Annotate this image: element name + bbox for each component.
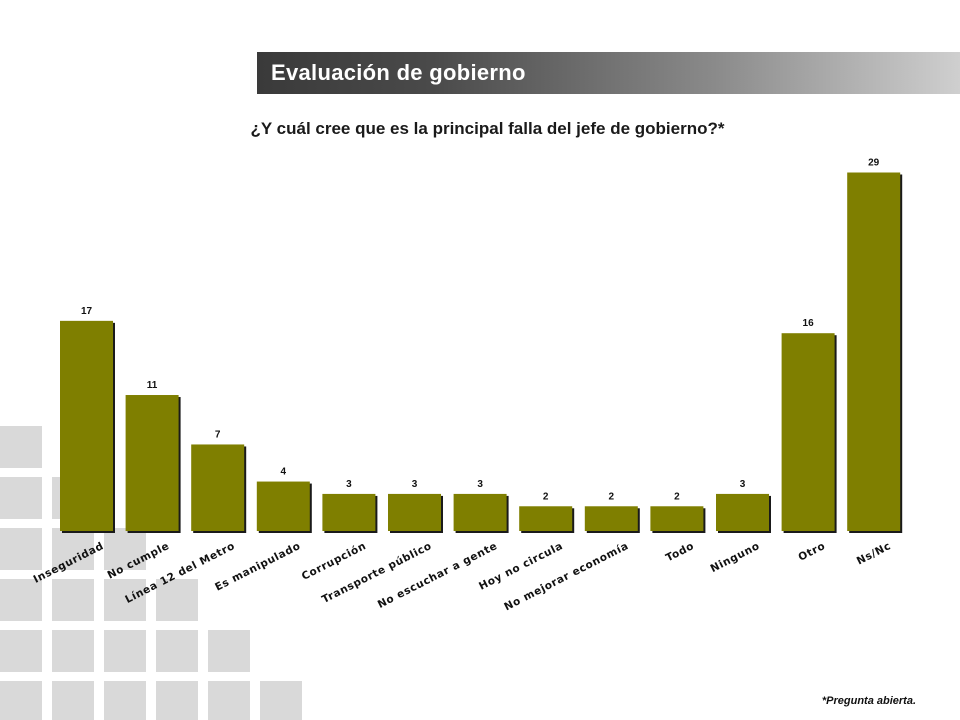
decorative-square [0, 681, 42, 720]
decorative-square [52, 630, 94, 672]
bar [716, 493, 769, 531]
data-label: 17 [81, 306, 93, 317]
bar [125, 395, 179, 531]
data-label: 2 [609, 491, 615, 502]
data-label: 16 [803, 318, 815, 329]
page-title: Evaluación de gobierno [271, 60, 526, 85]
category-label: Línea 12 del Metro [123, 540, 237, 606]
bar [322, 493, 376, 531]
header-band: Evaluación de gobierno [257, 52, 960, 94]
bar [256, 481, 310, 531]
decorative-square [52, 681, 94, 720]
category-label: Ninguno [709, 540, 762, 575]
data-label: 4 [281, 467, 287, 478]
bar [847, 172, 901, 531]
decorative-square [0, 426, 42, 468]
footnote: *Pregunta abierta. [821, 695, 916, 707]
category-label: No escuchar a gente [376, 540, 500, 611]
data-label: 2 [543, 491, 549, 502]
category-label: Transporte público [320, 540, 434, 606]
bar [388, 493, 441, 531]
decorative-square [0, 579, 42, 621]
data-label: 3 [412, 479, 418, 490]
decorative-square [156, 630, 198, 672]
decorative-square [156, 681, 198, 720]
data-label: 11 [147, 380, 158, 391]
data-label: 2 [674, 491, 680, 502]
decorative-square [260, 681, 302, 720]
data-label: 3 [477, 479, 483, 490]
data-label: 29 [868, 158, 880, 169]
decorative-square [0, 528, 42, 570]
bar [191, 444, 245, 531]
bar [60, 320, 113, 531]
bar [453, 493, 507, 531]
data-label: 3 [346, 479, 352, 490]
category-label: Ns/Nc [855, 540, 893, 567]
decorative-square [0, 477, 42, 519]
decorative-square [104, 528, 146, 570]
chart-question: ¿Y cuál cree que es la principal falla d… [250, 119, 725, 138]
decorative-square [52, 579, 94, 621]
decorative-square [208, 681, 250, 720]
decorative-square [208, 630, 250, 672]
data-label: 3 [740, 479, 746, 490]
category-label: Otro [796, 540, 827, 564]
category-label: Inseguridad [32, 540, 106, 586]
decorative-square [104, 630, 146, 672]
bar [781, 333, 835, 531]
decorative-square [104, 579, 146, 621]
category-label: No mejorar economía [502, 540, 630, 613]
decorative-square [0, 630, 42, 672]
bar [650, 506, 704, 531]
category-label: Todo [664, 540, 696, 564]
decorative-square [156, 579, 198, 621]
data-label: 7 [215, 429, 221, 440]
decorative-square [104, 681, 146, 720]
bar [519, 506, 573, 531]
bar [584, 506, 638, 531]
decorative-square [52, 528, 94, 570]
